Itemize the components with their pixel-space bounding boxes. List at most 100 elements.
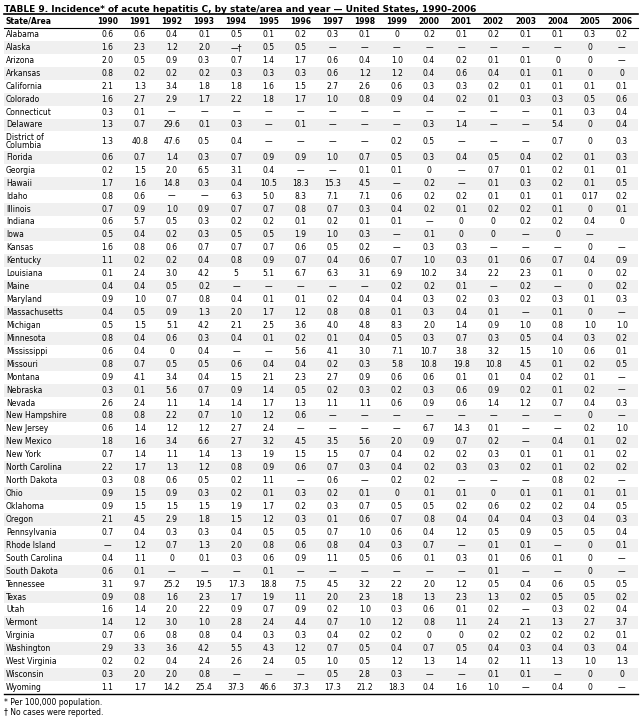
Text: 0.4: 0.4 — [616, 528, 628, 537]
Text: 0.4: 0.4 — [423, 56, 435, 65]
Text: 0.1: 0.1 — [455, 373, 467, 382]
Text: 2.4: 2.4 — [262, 424, 274, 434]
Text: 6.7: 6.7 — [423, 424, 435, 434]
Text: 0.6: 0.6 — [294, 541, 306, 550]
Text: 0: 0 — [394, 30, 399, 39]
Text: —: — — [522, 437, 529, 447]
Text: 0.5: 0.5 — [616, 179, 628, 187]
Text: 1.4: 1.4 — [455, 321, 467, 330]
Text: 18.3: 18.3 — [292, 179, 309, 187]
Text: 1.0: 1.0 — [134, 295, 146, 304]
Text: Rhode Island: Rhode Island — [6, 541, 56, 550]
Text: 0.1: 0.1 — [616, 82, 628, 90]
Text: —: — — [490, 243, 497, 252]
Text: 0.6: 0.6 — [134, 631, 146, 640]
Text: 7.1: 7.1 — [359, 192, 370, 200]
Text: 1.5: 1.5 — [294, 450, 306, 460]
Text: 1.2: 1.2 — [166, 424, 178, 434]
Text: 0.1: 0.1 — [455, 282, 467, 291]
Text: 0.9: 0.9 — [101, 502, 113, 511]
Text: 0.3: 0.3 — [616, 398, 628, 408]
Text: 0.2: 0.2 — [294, 502, 306, 511]
Text: 0.6: 0.6 — [359, 515, 370, 524]
Text: 0.3: 0.3 — [551, 605, 563, 615]
Text: 0.2: 0.2 — [519, 502, 531, 511]
Text: 0.17: 0.17 — [581, 192, 598, 200]
Text: 1.2: 1.2 — [198, 463, 210, 472]
Text: 0.4: 0.4 — [359, 56, 370, 65]
Text: 0.5: 0.5 — [230, 230, 242, 239]
Text: —: — — [522, 411, 529, 421]
Text: 0.3: 0.3 — [326, 30, 338, 39]
Text: —: — — [490, 411, 497, 421]
Text: 0.1: 0.1 — [552, 450, 563, 460]
Text: 0.7: 0.7 — [326, 528, 338, 537]
Text: 0.5: 0.5 — [294, 657, 306, 666]
Text: New Mexico: New Mexico — [6, 437, 52, 447]
Text: 0.5: 0.5 — [487, 528, 499, 537]
Text: 0.4: 0.4 — [101, 308, 113, 317]
Text: 4.1: 4.1 — [134, 373, 146, 382]
Text: —: — — [329, 108, 337, 116]
Text: Minnesota: Minnesota — [6, 334, 46, 343]
Text: —: — — [554, 282, 562, 291]
Text: 0.4: 0.4 — [423, 528, 435, 537]
Text: 0.2: 0.2 — [616, 437, 628, 447]
Text: 0.3: 0.3 — [455, 243, 467, 252]
Text: 0.2: 0.2 — [584, 463, 595, 472]
Text: —: — — [200, 108, 208, 116]
Text: 1.1: 1.1 — [327, 554, 338, 563]
Text: 6.3: 6.3 — [326, 269, 338, 278]
Text: —: — — [618, 56, 626, 65]
Text: 0: 0 — [587, 269, 592, 278]
Text: 0.7: 0.7 — [423, 644, 435, 653]
Text: Pennsylvania: Pennsylvania — [6, 528, 56, 537]
Text: 0.2: 0.2 — [487, 30, 499, 39]
Text: 0.4: 0.4 — [455, 153, 467, 162]
Text: 0.1: 0.1 — [134, 108, 146, 116]
Text: 0.3: 0.3 — [616, 295, 628, 304]
Text: 0.8: 0.8 — [423, 618, 435, 628]
Text: 0.4: 0.4 — [584, 218, 596, 226]
Text: 1.5: 1.5 — [134, 502, 146, 511]
Text: 4.5: 4.5 — [134, 515, 146, 524]
Text: 4.5: 4.5 — [359, 179, 370, 187]
Text: 0.3: 0.3 — [455, 82, 467, 90]
Text: —: — — [522, 424, 529, 434]
Text: —: — — [490, 43, 497, 52]
Text: 3.0: 3.0 — [166, 269, 178, 278]
Text: 2.0: 2.0 — [327, 592, 338, 602]
Text: 0.7: 0.7 — [294, 256, 306, 265]
Text: 0.2: 0.2 — [519, 205, 531, 213]
Text: 0.7: 0.7 — [101, 528, 113, 537]
Text: 17.3: 17.3 — [228, 579, 245, 589]
Text: 0.4: 0.4 — [230, 528, 242, 537]
Text: 0.7: 0.7 — [359, 502, 370, 511]
Text: 0.1: 0.1 — [134, 386, 146, 395]
Text: 0.6: 0.6 — [423, 605, 435, 615]
Text: 0.1: 0.1 — [519, 166, 531, 174]
Text: 0: 0 — [619, 69, 624, 78]
Text: 0.1: 0.1 — [519, 541, 531, 550]
Text: 4.0: 4.0 — [326, 321, 338, 330]
Text: Maine: Maine — [6, 282, 29, 291]
Text: 2001: 2001 — [451, 17, 472, 26]
Text: 1.2: 1.2 — [134, 618, 146, 628]
Text: —: — — [393, 411, 401, 421]
Text: 0.7: 0.7 — [359, 450, 370, 460]
Text: 0.2: 0.2 — [294, 30, 306, 39]
Text: 2.0: 2.0 — [134, 670, 146, 679]
Text: 0.1: 0.1 — [552, 69, 563, 78]
Text: 0.2: 0.2 — [230, 218, 242, 226]
Text: 0.3: 0.3 — [423, 308, 435, 317]
Text: 0.2: 0.2 — [294, 334, 306, 343]
Text: 0.8: 0.8 — [327, 541, 338, 550]
Text: 1990: 1990 — [97, 17, 118, 26]
Text: 0.4: 0.4 — [423, 95, 435, 103]
Text: 0.3: 0.3 — [455, 256, 467, 265]
Text: —: — — [297, 567, 304, 576]
Text: 0.6: 0.6 — [519, 554, 531, 563]
Text: —: — — [168, 108, 176, 116]
Text: 0.6: 0.6 — [391, 554, 403, 563]
Text: 1.4: 1.4 — [455, 121, 467, 129]
